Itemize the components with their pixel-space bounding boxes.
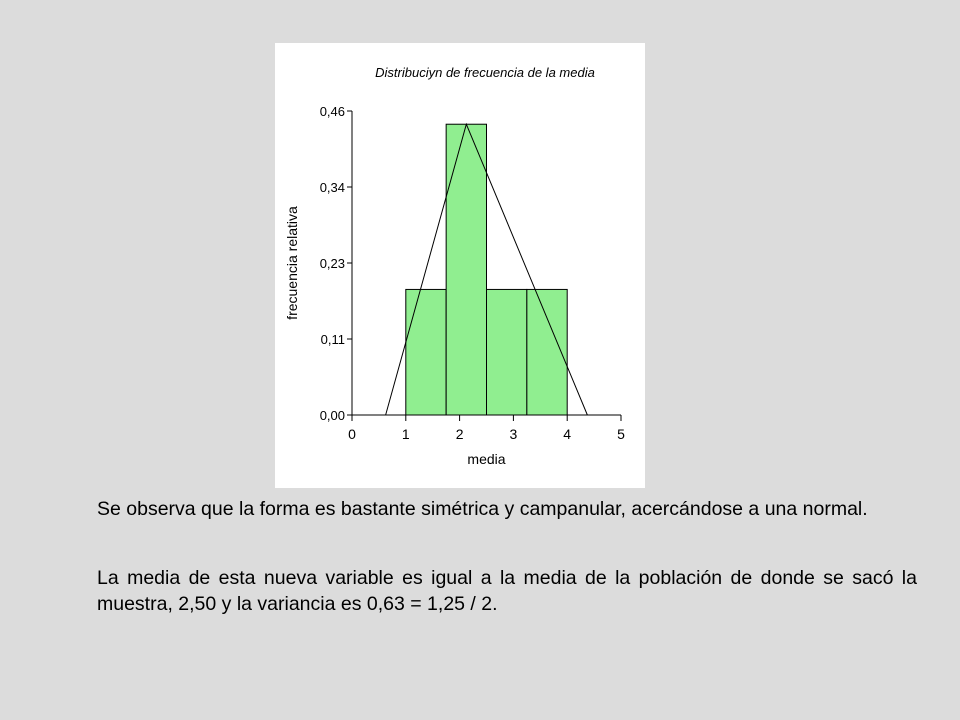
x-tick-label-3: 3 <box>510 426 518 442</box>
x-tick-label-5: 5 <box>617 426 625 442</box>
histogram-bar-3 <box>486 288 528 416</box>
x-tick-label-4: 4 <box>563 426 571 442</box>
y-tick-label-0: 0,00 <box>320 408 345 423</box>
histogram-bar-1 <box>405 288 447 416</box>
axes-layer: 0,00 0,11 0,23 0,34 0,46 0 1 2 3 4 5 <box>320 104 625 442</box>
x-axis-label: media <box>467 451 505 467</box>
x-tick-label-2: 2 <box>456 426 464 442</box>
histogram-chart: Distribuciyn de frecuencia de la media f… <box>284 65 625 467</box>
frequency-polygon-layer <box>385 122 588 416</box>
histogram-bar-2 <box>445 123 487 416</box>
chart-title: Distribuciyn de frecuencia de la media <box>375 65 595 80</box>
conclusion-paragraph: La media de esta nueva variable es igual… <box>97 567 917 615</box>
y-axis-label: frecuencia relativa <box>284 206 300 320</box>
y-tick-label-1: 0,11 <box>321 332 345 347</box>
y-tick-label-4: 0,46 <box>320 104 345 119</box>
x-tick-label-0: 0 <box>348 426 356 442</box>
histogram-bar-4 <box>526 288 568 416</box>
bars-layer <box>405 123 568 416</box>
y-tick-label-2: 0,23 <box>320 256 345 271</box>
observation-paragraph: Se observa que la forma es bastante simé… <box>97 498 868 520</box>
x-tick-label-1: 1 <box>402 426 410 442</box>
y-tick-label-3: 0,34 <box>320 180 345 195</box>
frequency-polygon-line <box>385 122 588 416</box>
chart-panel: Distribuciyn de frecuencia de la media f… <box>275 43 645 488</box>
